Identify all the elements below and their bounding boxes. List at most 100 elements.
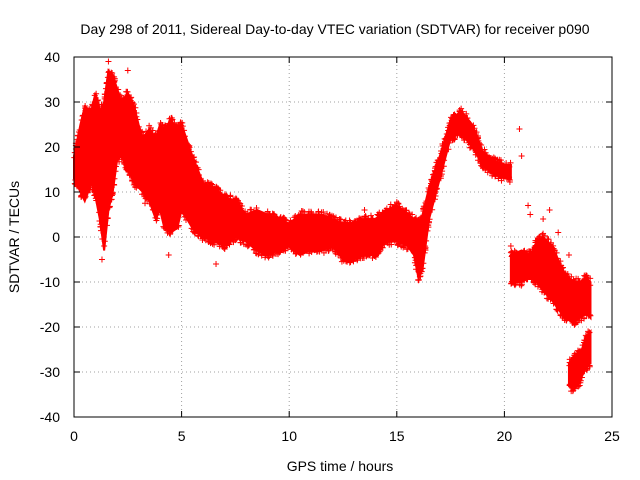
data-point [428, 180, 435, 187]
data-point [230, 198, 237, 205]
data-point [152, 214, 159, 221]
x-axis-label: GPS time / hours [287, 458, 394, 474]
data-point [508, 280, 515, 287]
data-point [314, 248, 321, 255]
data-point [253, 204, 260, 211]
data-point [575, 379, 582, 386]
data-point [394, 241, 401, 248]
data-point [439, 142, 446, 149]
outlier-point [565, 252, 572, 258]
data-point [104, 79, 111, 86]
data-point [498, 174, 505, 181]
y-tick-label: -30 [40, 364, 60, 380]
data-point [540, 230, 547, 237]
data-point [386, 241, 393, 248]
data-point [104, 214, 111, 221]
data-point [482, 149, 489, 156]
data-point [501, 172, 508, 179]
data-point [213, 189, 220, 196]
data-point [96, 218, 103, 225]
data-point [122, 94, 129, 101]
data-point [237, 234, 244, 241]
data-point [123, 162, 130, 169]
data-point [359, 250, 366, 257]
data-point [129, 177, 136, 184]
data-point [86, 106, 93, 113]
data-point [235, 203, 242, 210]
data-point [582, 363, 589, 370]
data-point [257, 247, 264, 254]
data-point [420, 206, 427, 213]
data-point [82, 102, 89, 109]
data-point [575, 275, 582, 282]
data-point [335, 251, 342, 258]
data-point [254, 209, 261, 216]
x-tick-label: 10 [281, 428, 297, 444]
data-point [374, 216, 381, 223]
data-point [441, 135, 448, 142]
data-point [205, 180, 212, 187]
data-point [325, 247, 332, 254]
data-point [352, 220, 359, 227]
data-point [515, 276, 522, 283]
data-point [207, 240, 214, 247]
data-point [471, 127, 478, 134]
data-point [539, 231, 546, 238]
series-1 [71, 58, 583, 389]
data-point [132, 179, 139, 186]
data-point [535, 237, 542, 244]
data-point [292, 213, 299, 220]
data-point [461, 137, 468, 144]
data-point [410, 247, 417, 254]
data-point [258, 246, 265, 253]
x-tick-label: 25 [604, 428, 620, 444]
data-point [487, 168, 494, 175]
data-point [421, 249, 428, 256]
data-point [343, 256, 350, 263]
data-point [112, 168, 119, 175]
data-point [293, 248, 300, 255]
data-point [283, 222, 290, 229]
data-point [440, 163, 447, 170]
outlier-point [374, 211, 381, 218]
data-point [413, 266, 420, 273]
outlier-point [98, 256, 105, 263]
data-point [221, 244, 228, 251]
data-point [489, 155, 496, 162]
data-point [104, 74, 111, 81]
data-point [431, 171, 438, 178]
data-point [583, 272, 590, 279]
data-point [482, 167, 489, 174]
data-point [532, 242, 539, 249]
data-point [147, 124, 154, 131]
data-point [91, 192, 98, 199]
data-point [288, 246, 295, 253]
data-point [187, 148, 194, 155]
data-point [402, 242, 409, 249]
data-point [499, 161, 506, 168]
data-point [395, 200, 402, 207]
data-point [445, 146, 452, 153]
data-point [527, 248, 534, 255]
outlier-point [546, 207, 553, 213]
data-point [78, 193, 85, 200]
data-point [360, 219, 367, 226]
data-point [422, 245, 429, 252]
data-point [382, 208, 389, 215]
data-point [165, 120, 172, 127]
outlier-point [124, 67, 131, 74]
data-point [369, 215, 376, 222]
data-point [198, 178, 205, 185]
data-point [161, 128, 168, 135]
data-point [518, 278, 525, 285]
data-point [269, 248, 276, 255]
data-point [548, 239, 555, 246]
data-point [284, 244, 291, 251]
data-point [364, 251, 371, 258]
data-point [456, 107, 463, 114]
data-point [305, 208, 312, 215]
data-point [350, 219, 357, 226]
data-point [301, 209, 308, 216]
data-point [183, 212, 190, 219]
